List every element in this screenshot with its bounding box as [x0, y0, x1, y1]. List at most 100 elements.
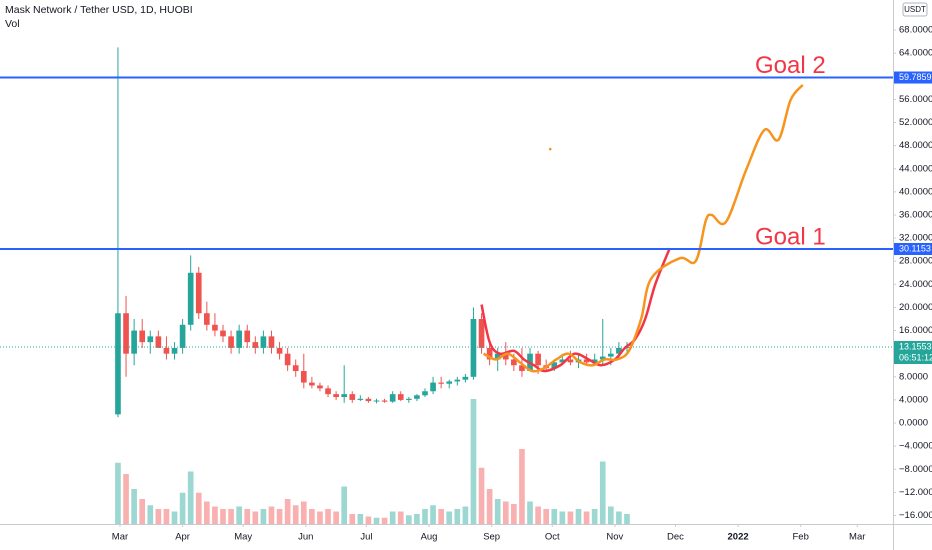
x-tick-label: Feb: [793, 532, 809, 543]
candle-body: [591, 359, 598, 363]
candle-body: [284, 353, 291, 366]
candle-body: [212, 324, 218, 331]
candle-body: [333, 394, 339, 398]
x-tick-label: May: [234, 532, 252, 543]
y-tick-label: 16.0000: [899, 325, 932, 336]
volume-bar: [502, 501, 509, 524]
volume-bar: [228, 509, 234, 524]
x-tick-label: Apr: [175, 532, 190, 543]
y-tick-label: 44.0000: [899, 163, 932, 174]
y-tick-label: 64.0000: [899, 48, 932, 59]
volume-bar: [187, 471, 194, 524]
volume-bar: [462, 506, 469, 524]
candle-body: [252, 342, 259, 348]
candle-body: [317, 385, 323, 389]
level-tag-label: 30.1153: [899, 243, 931, 253]
candle-body: [220, 330, 226, 337]
candle-body: [349, 394, 356, 400]
volume-bar: [478, 467, 485, 524]
volume-bar: [454, 509, 461, 524]
candle-body: [414, 395, 420, 399]
volume-bar: [171, 511, 178, 524]
candle-body: [446, 381, 453, 384]
volume-bar: [519, 449, 525, 524]
candle-body: [502, 353, 509, 360]
candle-body: [131, 330, 137, 354]
y-tick-label: 40.0000: [899, 186, 932, 197]
volume-bar: [607, 506, 614, 524]
candle-body: [292, 365, 299, 372]
volume-bar: [430, 505, 436, 524]
candle-body: [228, 336, 234, 348]
level-tag: [894, 71, 932, 84]
volume-bar: [583, 511, 590, 524]
candle-body: [494, 353, 501, 360]
candle-body: [583, 359, 590, 363]
candle-body: [486, 347, 493, 360]
volume-bar: [470, 399, 477, 524]
candle-body: [422, 391, 428, 396]
candle-body: [276, 347, 283, 354]
volume-bar: [397, 511, 404, 524]
candle-body: [204, 313, 210, 325]
volume-bar: [147, 505, 154, 524]
volume-bar: [624, 514, 630, 524]
currency: USDT: [904, 5, 926, 14]
y-tick-label: 48.0000: [899, 140, 932, 151]
y-tick-label: 8.0000: [899, 371, 928, 382]
y-tick-label: 24.0000: [899, 279, 932, 290]
volume-bar: [163, 509, 170, 524]
y-tick-label: 4.0000: [899, 394, 928, 405]
candle-body: [462, 376, 469, 380]
volume-bar: [381, 517, 388, 524]
volume-bar: [260, 509, 267, 524]
x-tick-label: Sep: [483, 532, 500, 543]
y-tick-label: 28.0000: [899, 256, 932, 267]
volume-bar: [220, 509, 226, 524]
candle-body: [155, 336, 162, 348]
candle-body: [599, 356, 606, 360]
y-tick-label: −4.0000: [899, 441, 932, 452]
volume-bar: [349, 514, 356, 524]
level-tag: [894, 242, 932, 255]
volume-bar: [276, 509, 283, 524]
volume-bar: [559, 511, 566, 524]
candle-body: [406, 398, 412, 400]
volume-bar: [575, 509, 582, 524]
volume-bar: [131, 489, 137, 524]
volume-bar: [494, 499, 501, 524]
volume-bar: [486, 489, 493, 524]
volume-bar: [446, 511, 453, 524]
volume-bar: [616, 511, 622, 524]
y-tick-label: 0.0000: [899, 418, 928, 429]
volume-bar: [139, 499, 146, 524]
y-tick-label: 32.0000: [899, 233, 932, 244]
volume-bar: [567, 511, 574, 524]
candle-body: [139, 330, 146, 343]
candle-body: [559, 359, 566, 363]
candle-body: [519, 365, 525, 372]
goal-annotation: Goal 1: [755, 223, 826, 250]
candle-body: [309, 382, 315, 386]
candle-body: [551, 362, 558, 369]
countdown: 06:51:12: [899, 352, 932, 362]
volume-bar: [365, 516, 372, 524]
volume-bar: [422, 509, 428, 524]
volume-bar: [543, 509, 550, 524]
volume-bar: [357, 514, 364, 524]
volume-bar: [292, 505, 299, 524]
y-tick-label: −12.0000: [899, 487, 932, 498]
candle-body: [341, 394, 348, 398]
projection-curve: [482, 84, 804, 373]
y-tick-label: 52.0000: [899, 117, 932, 128]
currency-box[interactable]: [902, 2, 928, 17]
goal-annotation: Goal 2: [755, 52, 826, 79]
volume-bar: [309, 509, 315, 524]
y-tick-label: −16.0000: [899, 510, 932, 521]
candle-body: [607, 353, 614, 357]
candle-body: [381, 400, 388, 402]
volume-bar: [535, 506, 541, 524]
candle-body: [397, 394, 404, 400]
volume-bar: [414, 514, 420, 524]
